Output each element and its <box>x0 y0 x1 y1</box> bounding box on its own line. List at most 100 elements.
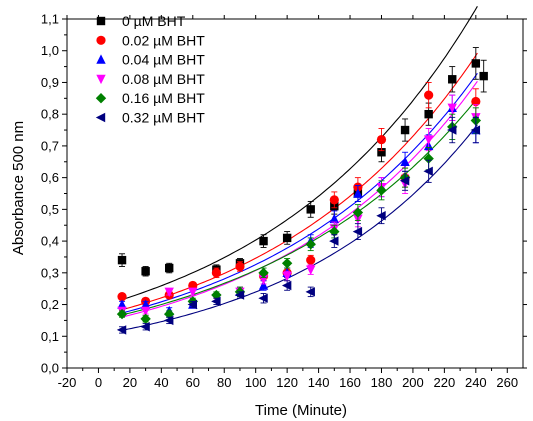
data-point <box>140 322 150 332</box>
legend: 0 µM BHT 0.02 µM BHT 0.04 µM BHT 0.08 µM BH… <box>95 13 205 126</box>
data-point <box>377 148 386 157</box>
data-point <box>258 267 269 279</box>
fit-curve <box>121 80 478 318</box>
fit-curve <box>121 6 478 301</box>
x-tick-label: 20 <box>123 375 137 390</box>
legend-label: 0.02 µM BHT <box>122 32 205 48</box>
data-point <box>140 313 151 325</box>
data-point <box>376 134 387 145</box>
y-tick-label: 0,5 <box>41 202 59 217</box>
y-tick-label: 0,8 <box>41 107 59 122</box>
legend-marker <box>96 74 106 85</box>
data-point <box>471 59 481 68</box>
x-tick-label: 200 <box>402 375 424 390</box>
data-point <box>400 125 410 135</box>
data-point <box>329 226 340 237</box>
y-tick-label: 0,2 <box>41 297 59 312</box>
series-points <box>117 94 481 317</box>
data-point <box>305 239 316 250</box>
data-point <box>281 280 292 291</box>
data-point <box>423 166 433 176</box>
fit-curve <box>121 124 478 331</box>
data-point <box>165 263 174 273</box>
legend-label: 0.16 µM BHT <box>122 90 205 106</box>
fit-curve <box>121 72 478 314</box>
data-point <box>259 236 268 246</box>
x-tick-label: 260 <box>496 375 518 390</box>
data-point <box>329 213 340 224</box>
legend-marker <box>96 16 106 26</box>
data-point <box>211 296 221 307</box>
data-point <box>329 195 339 205</box>
legend-marker <box>95 93 107 104</box>
x-tick-label: 40 <box>154 375 168 390</box>
y-tick-label: 1,0 <box>41 43 59 58</box>
x-tick-label: 180 <box>371 375 393 390</box>
x-tick-label: 80 <box>217 375 231 390</box>
data-point <box>140 306 151 317</box>
data-point <box>352 207 364 218</box>
data-point <box>116 325 127 335</box>
data-point <box>164 315 174 326</box>
legend-label: 0.08 µM BHT <box>122 71 205 87</box>
data-point <box>329 236 339 246</box>
data-point <box>424 90 434 100</box>
fit-curve <box>121 97 478 316</box>
data-point <box>140 299 151 309</box>
x-tick-label: 160 <box>339 375 361 390</box>
x-axis-label: Time (Minute) <box>255 402 347 419</box>
data-point <box>117 292 127 302</box>
legend-label: 0 µM BHT <box>122 13 186 29</box>
data-point <box>281 258 293 269</box>
y-tick-label: 0,6 <box>41 170 59 185</box>
data-point <box>479 71 488 81</box>
data-point <box>258 280 269 290</box>
y-tick-label: 1,1 <box>41 12 59 27</box>
data-point <box>141 267 150 276</box>
data-point <box>305 287 315 297</box>
legend-marker <box>96 35 106 45</box>
x-tick-label: 140 <box>308 375 330 390</box>
series-points <box>116 116 481 335</box>
x-tick-label: 100 <box>245 375 267 390</box>
data-point <box>211 268 221 278</box>
data-point <box>353 188 363 198</box>
legend-label: 0.32 µM BHT <box>122 110 205 126</box>
x-tick-label: 60 <box>186 375 200 390</box>
data-point <box>306 255 316 265</box>
data-point <box>188 287 198 298</box>
data-point <box>448 75 457 84</box>
legend-marker <box>95 112 106 123</box>
data-point <box>306 205 315 214</box>
data-point <box>352 226 363 237</box>
x-tick-label: 0 <box>95 375 102 390</box>
data-point <box>282 233 292 243</box>
y-tick-label: 0,4 <box>41 234 59 249</box>
y-tick-label: 0,0 <box>41 361 59 376</box>
data-point <box>234 290 245 300</box>
data-point <box>117 255 127 265</box>
y-tick-label: 0,7 <box>41 138 59 153</box>
fit-curves <box>121 6 478 331</box>
y-tick-label: 0,9 <box>41 75 59 90</box>
data-point <box>399 176 410 186</box>
y-tick-label: 0,1 <box>41 329 59 344</box>
data-point <box>376 185 387 196</box>
legend-label: 0.04 µM BHT <box>122 52 205 68</box>
data-points <box>116 47 488 335</box>
data-point <box>235 261 245 272</box>
data-point <box>187 299 197 310</box>
axes: -20 0 20 40 60 80 100 120 140 160 180 200 220 240 260 0… <box>41 12 527 390</box>
data-point <box>447 103 457 114</box>
data-point <box>164 287 174 298</box>
data-point <box>117 299 127 309</box>
data-point <box>258 293 268 303</box>
x-tick-label: 240 <box>465 375 487 390</box>
data-point <box>423 135 434 145</box>
y-tick-label: 0,3 <box>41 265 59 280</box>
data-point <box>423 153 434 164</box>
data-point <box>400 156 410 166</box>
x-tick-label: 120 <box>276 375 298 390</box>
fit-curve <box>121 52 478 311</box>
